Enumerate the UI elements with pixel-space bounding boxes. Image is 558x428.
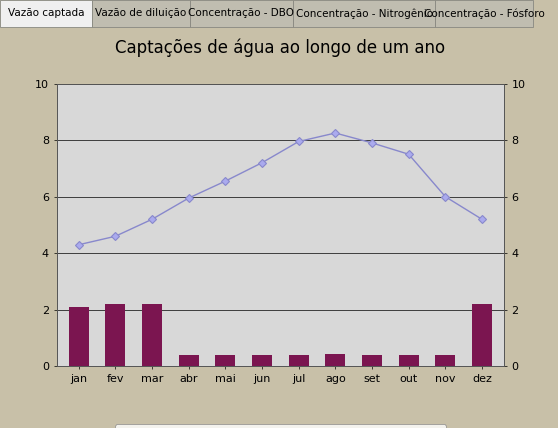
Bar <box>325 354 345 366</box>
Text: Vazão de diluição: Vazão de diluição <box>95 8 186 18</box>
Bar <box>0 0 92 27</box>
Text: Concentração - Nitrogênio: Concentração - Nitrogênio <box>296 8 432 18</box>
Bar <box>190 0 293 27</box>
Bar <box>293 0 435 27</box>
Bar <box>179 355 199 366</box>
Text: Vazão captada: Vazão captada <box>8 8 84 18</box>
Text: Concentração - Fósforo: Concentração - Fósforo <box>424 8 545 18</box>
Bar <box>398 355 418 366</box>
Text: Captações de água ao longo de um ano: Captações de água ao longo de um ano <box>116 39 445 57</box>
Bar <box>288 355 309 366</box>
Bar <box>435 0 533 27</box>
Bar <box>92 0 190 27</box>
Bar <box>472 304 492 366</box>
Bar <box>435 355 455 366</box>
Bar <box>252 355 272 366</box>
Legend: vazão captada (m3/s), vazão de referência (m3/s): vazão captada (m3/s), vazão de referênci… <box>114 424 446 428</box>
Bar <box>142 304 162 366</box>
Bar <box>69 307 89 366</box>
Bar <box>215 355 235 366</box>
Bar <box>105 304 126 366</box>
Text: Concentração - DBO: Concentração - DBO <box>189 8 294 18</box>
Bar <box>362 355 382 366</box>
